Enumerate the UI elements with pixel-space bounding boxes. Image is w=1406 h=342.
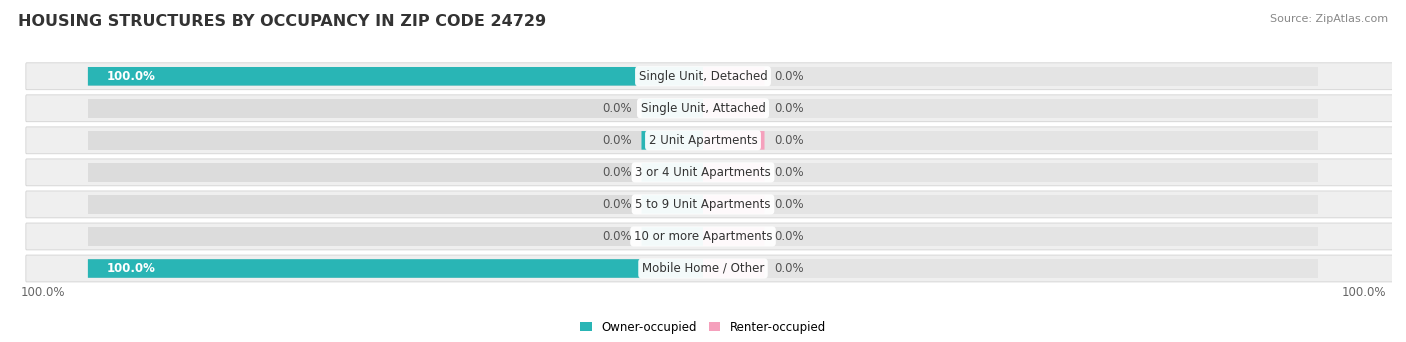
FancyBboxPatch shape: [703, 195, 1319, 214]
FancyBboxPatch shape: [641, 195, 703, 214]
Legend: Owner-occupied, Renter-occupied: Owner-occupied, Renter-occupied: [579, 321, 827, 334]
Text: 0.0%: 0.0%: [602, 198, 631, 211]
Text: 0.0%: 0.0%: [602, 166, 631, 179]
Text: 0.0%: 0.0%: [775, 166, 804, 179]
Text: HOUSING STRUCTURES BY OCCUPANCY IN ZIP CODE 24729: HOUSING STRUCTURES BY OCCUPANCY IN ZIP C…: [18, 14, 547, 29]
FancyBboxPatch shape: [703, 259, 765, 278]
FancyBboxPatch shape: [703, 131, 765, 150]
Text: Single Unit, Detached: Single Unit, Detached: [638, 70, 768, 83]
FancyBboxPatch shape: [703, 99, 1319, 118]
Text: Mobile Home / Other: Mobile Home / Other: [641, 262, 765, 275]
Text: 0.0%: 0.0%: [602, 102, 631, 115]
FancyBboxPatch shape: [703, 67, 765, 86]
Text: 0.0%: 0.0%: [775, 230, 804, 243]
FancyBboxPatch shape: [87, 259, 703, 278]
Text: 5 to 9 Unit Apartments: 5 to 9 Unit Apartments: [636, 198, 770, 211]
FancyBboxPatch shape: [87, 131, 703, 150]
FancyBboxPatch shape: [703, 227, 765, 246]
FancyBboxPatch shape: [703, 163, 1319, 182]
Text: Single Unit, Attached: Single Unit, Attached: [641, 102, 765, 115]
FancyBboxPatch shape: [25, 223, 1392, 250]
FancyBboxPatch shape: [25, 255, 1392, 282]
FancyBboxPatch shape: [25, 159, 1392, 186]
FancyBboxPatch shape: [87, 195, 703, 214]
Text: 0.0%: 0.0%: [775, 134, 804, 147]
Text: 0.0%: 0.0%: [775, 70, 804, 83]
Text: 2 Unit Apartments: 2 Unit Apartments: [648, 134, 758, 147]
FancyBboxPatch shape: [641, 227, 703, 246]
FancyBboxPatch shape: [703, 195, 765, 214]
FancyBboxPatch shape: [25, 127, 1392, 154]
FancyBboxPatch shape: [703, 131, 1319, 150]
Text: 0.0%: 0.0%: [775, 102, 804, 115]
FancyBboxPatch shape: [87, 227, 703, 246]
FancyBboxPatch shape: [641, 163, 703, 182]
Text: 0.0%: 0.0%: [775, 262, 804, 275]
Text: 3 or 4 Unit Apartments: 3 or 4 Unit Apartments: [636, 166, 770, 179]
FancyBboxPatch shape: [25, 191, 1392, 218]
Text: 100.0%: 100.0%: [1341, 286, 1386, 299]
FancyBboxPatch shape: [25, 95, 1392, 122]
FancyBboxPatch shape: [87, 67, 703, 86]
FancyBboxPatch shape: [87, 259, 703, 278]
Text: 0.0%: 0.0%: [602, 230, 631, 243]
FancyBboxPatch shape: [641, 99, 703, 118]
FancyBboxPatch shape: [703, 67, 1319, 86]
FancyBboxPatch shape: [703, 227, 1319, 246]
Text: 100.0%: 100.0%: [20, 286, 65, 299]
Text: 100.0%: 100.0%: [107, 70, 155, 83]
FancyBboxPatch shape: [641, 131, 703, 150]
Text: 0.0%: 0.0%: [602, 134, 631, 147]
FancyBboxPatch shape: [87, 99, 703, 118]
FancyBboxPatch shape: [25, 63, 1392, 90]
Text: 0.0%: 0.0%: [775, 198, 804, 211]
FancyBboxPatch shape: [703, 99, 765, 118]
FancyBboxPatch shape: [703, 163, 765, 182]
Text: 10 or more Apartments: 10 or more Apartments: [634, 230, 772, 243]
FancyBboxPatch shape: [703, 259, 1319, 278]
FancyBboxPatch shape: [87, 67, 703, 86]
FancyBboxPatch shape: [87, 163, 703, 182]
Text: Source: ZipAtlas.com: Source: ZipAtlas.com: [1270, 14, 1388, 24]
Text: 100.0%: 100.0%: [107, 262, 155, 275]
